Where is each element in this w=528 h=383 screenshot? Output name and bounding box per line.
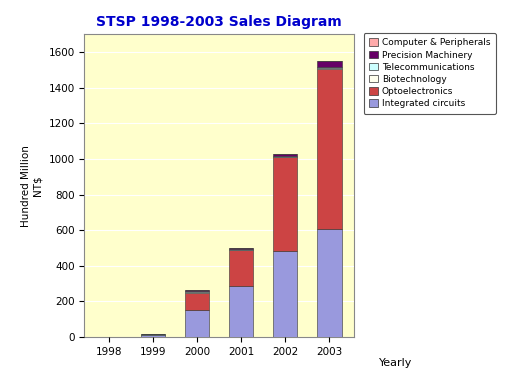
Text: Yearly: Yearly (379, 358, 413, 368)
Bar (317, 229, 342, 337)
Bar (273, 154, 297, 156)
Bar (229, 250, 253, 286)
Bar (141, 334, 165, 335)
Bar (185, 291, 209, 292)
Bar (273, 156, 297, 157)
Legend: Computer & Peripherals, Precision Machinery, Telecommunications, Biotechnology, : Computer & Peripherals, Precision Machin… (364, 33, 496, 114)
Bar (273, 250, 297, 337)
Bar (229, 286, 253, 337)
Bar (141, 335, 165, 337)
Bar (185, 293, 209, 310)
Bar (185, 310, 209, 337)
Y-axis label: Hundred Million
NT$: Hundred Million NT$ (21, 145, 43, 227)
Bar (317, 67, 342, 68)
Bar (185, 290, 209, 291)
Bar (229, 248, 253, 249)
Title: STSP 1998-2003 Sales Diagram: STSP 1998-2003 Sales Diagram (96, 15, 342, 29)
Bar (229, 249, 253, 250)
Bar (273, 157, 297, 250)
Bar (317, 68, 342, 69)
Bar (317, 69, 342, 229)
Bar (317, 61, 342, 67)
